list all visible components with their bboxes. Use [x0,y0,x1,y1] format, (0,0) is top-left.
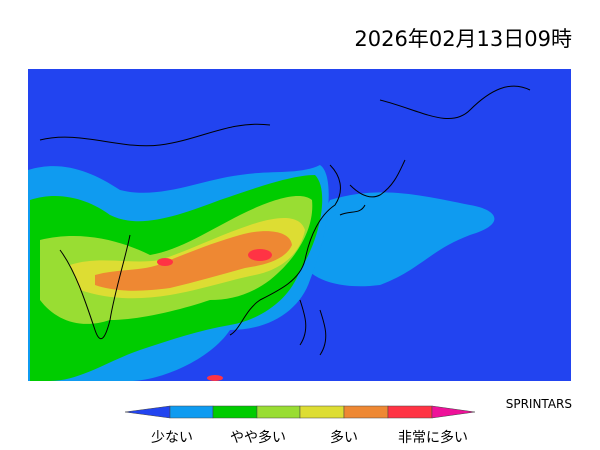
haze-orange [95,231,292,291]
coastline [379,85,531,119]
haze-red [248,249,272,261]
haze-red [157,258,173,266]
legend-label: やや多い [230,429,286,446]
haze-cyan [300,192,495,287]
legend-swatch [299,405,345,419]
legend-label: 非常に多い [398,429,468,446]
legend-label: 多い [330,429,358,446]
credit: SPRINTARS [506,397,572,411]
timestamp: 2026年02月13日09時 [354,27,572,51]
legend-swatch [343,405,389,419]
legend-swatch [169,405,214,419]
legend-label: 少ない [151,430,193,446]
border-line [39,123,271,147]
map [28,69,571,381]
legend-swatch [256,405,301,419]
coastline [229,164,341,336]
legend-swatch [431,405,476,419]
coastline [299,299,327,356]
legend-swatch [124,405,171,419]
legend-swatch [387,405,433,419]
haze-red [207,375,223,381]
coastline [59,234,131,340]
coastline [339,159,406,216]
legend-bar [124,405,476,419]
legend-swatch [212,405,258,419]
